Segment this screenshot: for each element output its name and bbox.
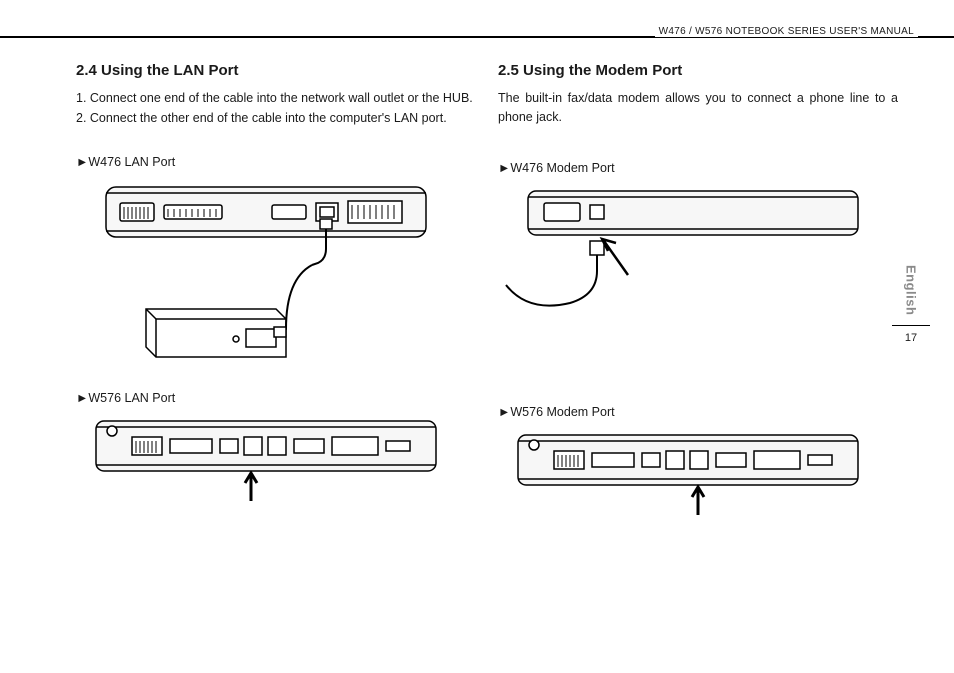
- list-item: 2. Connect the other end of the cable in…: [94, 109, 476, 127]
- side-divider: [892, 325, 930, 326]
- diagram-w476-modem: [498, 185, 878, 345]
- caption-text: LAN Port: [121, 391, 175, 405]
- list-item: 1. Connect one end of the cable into the…: [94, 89, 476, 107]
- caption-model: W576: [510, 405, 543, 419]
- caption-text: Modem Port: [543, 161, 615, 175]
- diagram-w576-lan: [76, 415, 456, 510]
- modem-paragraph: The built-in fax/data modem allows you t…: [498, 89, 898, 127]
- caption-arrow: ►: [76, 391, 88, 405]
- caption-arrow: ►: [76, 155, 88, 169]
- caption-model: W476: [88, 155, 121, 169]
- side-tab: English 17: [888, 265, 934, 344]
- column-modem: 2.5 Using the Modem Port The built-in fa…: [498, 60, 898, 524]
- diagram-w576-modem: [498, 429, 878, 524]
- column-lan: 2.4 Using the LAN Port 1. Connect one en…: [76, 60, 476, 510]
- section-title-lan: 2.4 Using the LAN Port: [76, 62, 476, 79]
- caption-w476-lan: ►W476 LAN Port: [76, 155, 476, 169]
- section-title-modem: 2.5 Using the Modem Port: [498, 62, 898, 79]
- caption-w576-lan: ►W576 LAN Port: [76, 391, 476, 405]
- diagram-w476-lan: [76, 179, 456, 369]
- header-manual-title: W476 / W576 NOTEBOOK SERIES USER'S MANUA…: [655, 26, 918, 37]
- caption-model: W576: [88, 391, 121, 405]
- caption-arrow: ►: [498, 161, 510, 175]
- caption-w476-modem: ►W476 Modem Port: [498, 161, 898, 175]
- caption-text: LAN Port: [121, 155, 175, 169]
- caption-w576-modem: ►W576 Modem Port: [498, 405, 898, 419]
- lan-steps-list: 1. Connect one end of the cable into the…: [76, 89, 476, 127]
- caption-arrow: ►: [498, 405, 510, 419]
- side-page-number: 17: [888, 332, 934, 344]
- side-language: English: [904, 265, 919, 315]
- caption-text: Modem Port: [543, 405, 615, 419]
- caption-model: W476: [510, 161, 543, 175]
